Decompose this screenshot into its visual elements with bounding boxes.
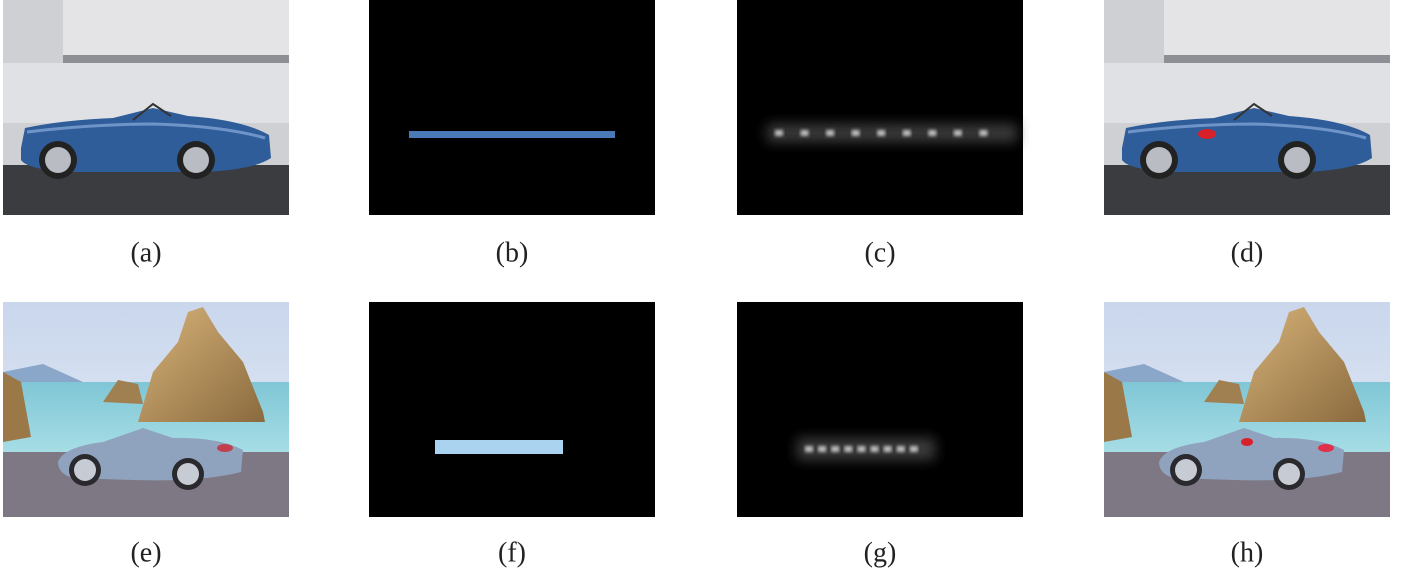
- glow-spot: [831, 446, 839, 452]
- overhang: [1164, 0, 1390, 55]
- panel-image: [3, 302, 289, 517]
- glow-spot: [877, 130, 885, 136]
- tail-light: [1318, 444, 1334, 452]
- panel-label: (g): [864, 537, 897, 568]
- panel-label: (a): [130, 237, 161, 268]
- panel-label: (d): [1231, 237, 1264, 268]
- panel-label: (b): [496, 237, 529, 268]
- overhang-shadow: [1164, 55, 1390, 63]
- panel-image: [3, 0, 289, 215]
- glow-spot: [852, 130, 860, 136]
- tail-light: [217, 444, 233, 452]
- glow-spot: [903, 130, 911, 136]
- rim: [1278, 463, 1300, 485]
- rim: [1284, 147, 1310, 173]
- rim: [183, 147, 209, 173]
- rim: [1146, 147, 1172, 173]
- panel-image: [737, 0, 1023, 215]
- glow-spot: [857, 446, 865, 452]
- glow-spot: [897, 446, 905, 452]
- red-mark: [1198, 129, 1216, 139]
- glow-spot: [775, 130, 783, 136]
- glow-spot: [979, 130, 987, 136]
- panel-image: [1104, 302, 1390, 517]
- glow-spot: [910, 446, 918, 452]
- glow-spot: [844, 446, 852, 452]
- red-mark: [1241, 438, 1253, 446]
- overhang: [63, 0, 289, 55]
- page: (a)(b)(c)(d)(e)(f)(g)(h) (() => { const …: [0, 0, 1411, 580]
- glow-spot: [818, 446, 826, 452]
- figure: (a) (b) (c) (d) (e) (f) (g) (h): [0, 0, 1411, 580]
- rim: [177, 463, 199, 485]
- rim: [74, 459, 96, 481]
- panel-label: (f): [498, 537, 526, 568]
- background: [369, 0, 655, 215]
- panel-image: [369, 0, 655, 215]
- segment: [435, 440, 563, 454]
- panel-label: (e): [130, 537, 161, 568]
- panel-image: [737, 302, 1023, 517]
- glow-spot: [826, 130, 834, 136]
- glow-spot: [801, 130, 809, 136]
- overhang-shadow: [63, 55, 289, 63]
- glow-spot: [871, 446, 879, 452]
- glow-spot: [928, 130, 936, 136]
- panel-label: (h): [1231, 537, 1264, 568]
- panel-image: [369, 302, 655, 517]
- glow-spot: [805, 446, 813, 452]
- panel-image: [1104, 0, 1390, 215]
- glow-spot: [884, 446, 892, 452]
- segment: [409, 131, 615, 138]
- panel-label: (c): [864, 237, 895, 268]
- rim: [1175, 459, 1197, 481]
- background: [737, 302, 1023, 517]
- rim: [45, 147, 71, 173]
- background: [737, 0, 1023, 215]
- glow-spot: [954, 130, 962, 136]
- background: [369, 302, 655, 517]
